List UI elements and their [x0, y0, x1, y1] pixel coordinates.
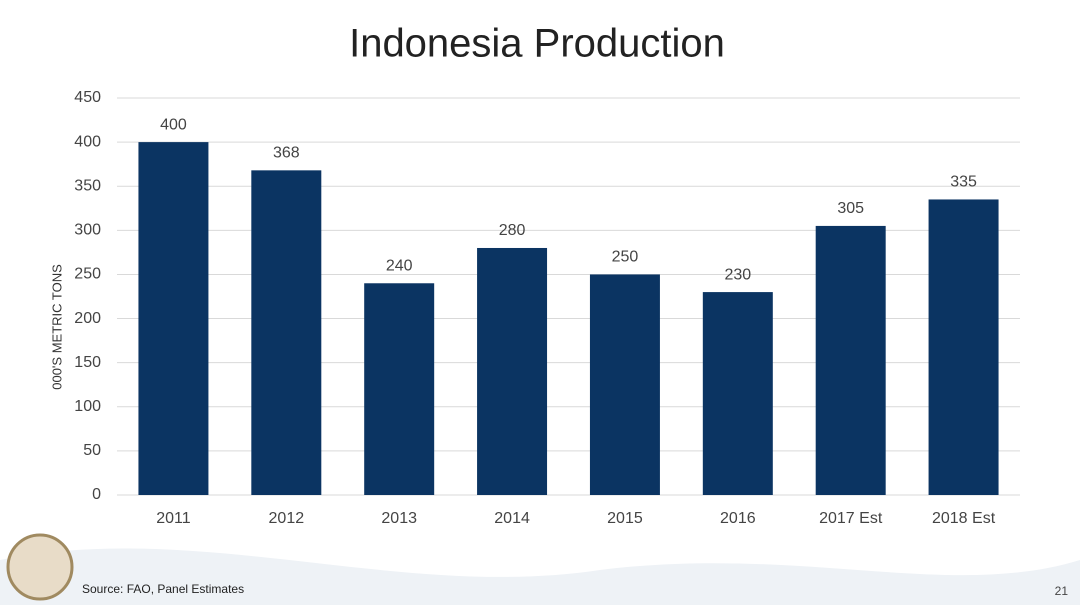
y-tick-label: 300: [74, 222, 101, 239]
x-tick-label: 2012: [269, 510, 305, 527]
bar: [928, 199, 999, 495]
x-tick-label: 2017 Est: [819, 510, 883, 527]
data-label: 240: [386, 257, 413, 274]
source-note: Source: FAO, Panel Estimates: [82, 582, 244, 596]
chart-title: Indonesia Production: [349, 22, 725, 66]
page-number: 21: [1055, 584, 1069, 598]
data-label: 280: [499, 222, 526, 239]
x-tick-label: 2016: [720, 510, 756, 527]
data-label: 250: [612, 249, 639, 266]
bar: [589, 274, 660, 495]
y-tick-label: 200: [74, 310, 101, 327]
data-label: 368: [273, 145, 300, 162]
data-label: 335: [950, 174, 977, 191]
x-tick-label: 2011: [156, 510, 191, 527]
x-tick-label: 2014: [494, 510, 530, 527]
bar: [477, 247, 548, 495]
y-axis-label: 000'S METRIC TONS: [49, 264, 64, 390]
bar: [138, 142, 209, 495]
y-tick-label: 100: [74, 398, 101, 415]
x-tick-label: 2015: [607, 510, 643, 527]
bar: [815, 225, 886, 495]
y-tick-label: 250: [74, 266, 101, 283]
y-tick-label: 400: [74, 133, 101, 150]
background-wave: [0, 548, 1080, 605]
y-tick-label: 150: [74, 354, 101, 371]
bar: [364, 283, 435, 495]
y-tick-label: 350: [74, 177, 101, 194]
x-tick-label: 2018 Est: [932, 510, 996, 527]
bar: [702, 292, 773, 495]
data-label: 305: [837, 200, 864, 217]
logo: [6, 533, 74, 601]
data-label: 400: [160, 116, 187, 133]
bar: [251, 170, 322, 495]
data-label: 230: [724, 266, 751, 283]
y-tick-label: 50: [83, 442, 101, 459]
y-tick-label: 0: [92, 486, 101, 503]
y-tick-label: 450: [74, 89, 101, 106]
x-tick-label: 2013: [381, 510, 417, 527]
